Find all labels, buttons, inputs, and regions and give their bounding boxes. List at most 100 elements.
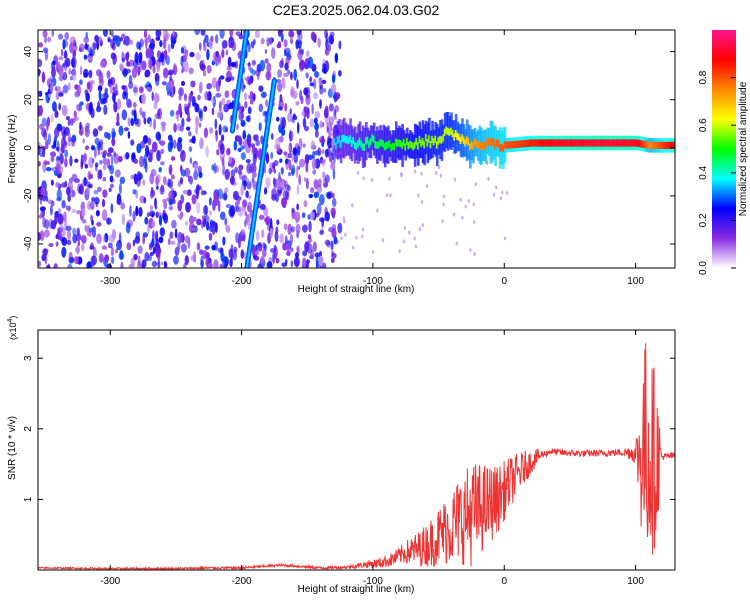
- noise-blob: [44, 36, 48, 44]
- noise-blob: [114, 169, 121, 178]
- carrier-cell: [558, 139, 562, 147]
- noise-blob: [171, 31, 177, 39]
- noise-blob: [80, 234, 87, 244]
- noise-blob: [124, 127, 129, 132]
- noise-blob: [41, 71, 46, 83]
- noise-blob: [161, 124, 166, 132]
- noise-blob: [168, 178, 173, 189]
- faint-blob: [472, 202, 476, 207]
- noise-blob: [128, 81, 134, 90]
- carrier-cell: [462, 136, 466, 144]
- noise-blob: [229, 258, 233, 268]
- carrier-cell: [574, 139, 578, 147]
- noise-blob: [79, 101, 84, 106]
- noise-blob: [287, 152, 293, 159]
- noise-blob: [184, 106, 190, 115]
- noise-blob: [308, 193, 314, 199]
- carrier-cell: [486, 137, 489, 145]
- noise-blob: [142, 134, 149, 144]
- noise-blob: [106, 152, 112, 157]
- x-tick-label: 100: [627, 276, 644, 287]
- noise-blob: [45, 196, 49, 202]
- noise-blob: [62, 38, 66, 50]
- noise-blob: [120, 202, 126, 210]
- noise-blob: [251, 69, 256, 76]
- noise-blob: [305, 162, 309, 173]
- colorbar-gradient: [712, 30, 736, 268]
- carrier-cell: [464, 139, 467, 147]
- noise-blob: [154, 197, 157, 208]
- noise-blob: [121, 85, 126, 90]
- noise-blob: [85, 186, 91, 195]
- carrier-cell: [664, 141, 668, 149]
- noise-blob: [324, 239, 331, 246]
- faint-blob: [487, 176, 490, 181]
- carrier-cell: [601, 139, 605, 147]
- carrier-cell: [360, 140, 363, 148]
- noise-blob: [156, 61, 161, 73]
- carrier-cell: [669, 141, 672, 149]
- noise-blob: [281, 116, 286, 129]
- faint-blob: [403, 226, 407, 231]
- noise-blob: [146, 86, 152, 92]
- noise-blob: [304, 241, 310, 253]
- noise-blob: [50, 151, 57, 158]
- noise-blob: [158, 236, 164, 244]
- noise-blob: [160, 148, 165, 155]
- noise-blob: [38, 160, 41, 167]
- noise-blob: [290, 260, 294, 268]
- noise-blob: [185, 201, 191, 213]
- noise-blob: [230, 61, 237, 68]
- noise-blob: [334, 52, 339, 64]
- noise-blob: [306, 177, 309, 190]
- noise-blob: [194, 30, 201, 36]
- noise-blob: [159, 227, 165, 237]
- faint-blob: [413, 169, 417, 174]
- noise-blob: [279, 233, 285, 244]
- carrier-cell: [409, 140, 412, 148]
- noise-blob: [247, 106, 252, 115]
- carrier-cell: [651, 141, 655, 149]
- noise-blob: [130, 117, 134, 127]
- carrier-cell: [511, 141, 515, 149]
- noise-blob: [126, 242, 132, 251]
- noise-blob: [97, 186, 102, 193]
- noise-blob: [97, 85, 103, 92]
- noise-blob: [189, 51, 195, 58]
- noise-blob: [226, 70, 232, 80]
- noise-blob: [46, 121, 49, 132]
- noise-blob: [171, 219, 177, 229]
- noise-blob: [41, 117, 47, 127]
- noise-blob: [90, 79, 95, 85]
- noise-blob: [280, 178, 287, 191]
- noise-blob: [203, 44, 207, 52]
- noise-blob: [72, 49, 77, 58]
- noise-blob: [68, 256, 75, 264]
- carrier-cell: [338, 135, 341, 143]
- carrier-cell: [632, 139, 636, 147]
- noise-blob: [142, 232, 149, 238]
- noise-blob: [303, 125, 310, 132]
- carrier-cell: [650, 141, 653, 149]
- noise-blob: [328, 155, 333, 163]
- noise-blob: [54, 213, 58, 225]
- faint-blob: [351, 203, 354, 208]
- spectrogram-x-ticks: -300 -200 -100 0 100: [100, 30, 644, 287]
- noise-blob: [81, 219, 87, 224]
- noise-blob: [209, 127, 214, 134]
- noise-blob: [117, 156, 123, 163]
- carrier-cell: [398, 139, 401, 147]
- noise-blob: [93, 196, 100, 205]
- noise-blob: [74, 158, 79, 163]
- noise-blob: [334, 105, 340, 113]
- noise-blob: [302, 117, 307, 128]
- noise-blob: [149, 251, 154, 257]
- noise-blob: [49, 204, 53, 216]
- noise-blob: [93, 190, 99, 195]
- noise-blob: [50, 113, 54, 123]
- noise-blob: [171, 156, 176, 161]
- noise-blob: [289, 130, 292, 142]
- noise-blob: [225, 49, 229, 56]
- noise-blob: [258, 103, 264, 113]
- carrier-cell: [565, 139, 568, 147]
